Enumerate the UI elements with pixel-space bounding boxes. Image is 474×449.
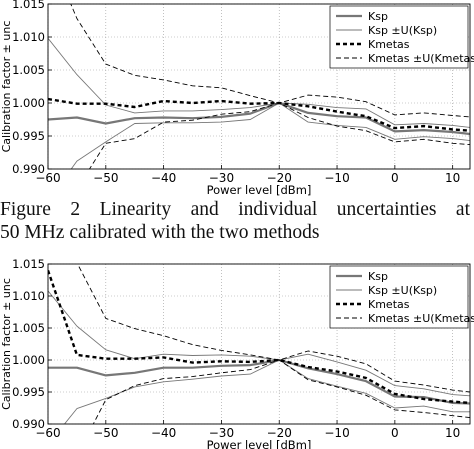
chart2-y-tick-label: 1.005 [12, 321, 45, 335]
chart1-y-tick-label: 1.015 [12, 0, 45, 11]
chart1-x-tick-label: −40 [151, 171, 176, 185]
chart2-y-tick-label: 0.990 [12, 417, 45, 431]
chart1-series-kmetas-u-kmetas-upper [70, 4, 470, 118]
chart1-x-tick-label: −30 [209, 171, 234, 185]
chart2-x-tick-label: 10 [445, 426, 460, 440]
chart2-series-kmetas-u-kmetas-upper [77, 264, 470, 393]
chart1-x-tick-label: 10 [445, 171, 460, 185]
chart2-x-tick-label: −30 [209, 426, 234, 440]
chart1-y-tick-label: 0.990 [12, 162, 45, 176]
chart2-series [48, 264, 470, 424]
chart1-legend-label-ksp: Ksp [368, 10, 388, 23]
caption-line-1: Figure 2 Linearity and individual uncert… [0, 199, 470, 220]
chart2-legend-label-ksp: Ksp [368, 270, 388, 283]
chart1-x-tick-label: −50 [93, 171, 118, 185]
linearity-chart-bottom: −60 −50 −40 −30 −20 −10 0 10 0.990 0.995 1.000 1.00… [0, 257, 474, 449]
chart2-axes-frame [47, 263, 471, 425]
chart1-x-tick-label: −60 [35, 171, 60, 185]
chart2-series-kmetas-u-kmetas-lower [92, 359, 470, 424]
chart1-legend-label-ksp-u-ksp: Ksp ±U(Ksp) [368, 24, 437, 37]
chart2-x-tick-label: −50 [93, 426, 118, 440]
chart1-x-tick-label: −20 [267, 171, 292, 185]
chart1-axes-frame [47, 3, 471, 170]
chart2-x-tick-label: 0 [391, 426, 399, 440]
chart2-x-tick-label: −60 [35, 426, 60, 440]
chart1-x-tick-label: −10 [324, 171, 349, 185]
chart2-y-tick-label: 1.015 [12, 257, 45, 271]
chart1-y-tick-label: 0.995 [12, 129, 45, 143]
chart2-series-ksp-u-ksp-upper [48, 290, 470, 397]
chart2-x-tick-label: −20 [267, 426, 292, 440]
chart2-legend-label-kmetas: Kmetas [368, 298, 410, 311]
chart2-y-tick-label: 1.000 [12, 353, 45, 367]
chart1-y-tick-label: 1.005 [12, 63, 45, 77]
chart1-series-kmetas [48, 97, 470, 132]
chart1-series [48, 4, 470, 169]
chart1-series-ksp [48, 101, 470, 136]
chart2-x-tick-label: −10 [324, 426, 349, 440]
chart1-y-tick-label: 1.000 [12, 96, 45, 110]
chart1-series-ksp-u-ksp-lower [70, 102, 470, 169]
chart2-x-tick-label: −40 [151, 426, 176, 440]
chart1-x-tick-label: 0 [391, 171, 399, 185]
chart2-legend-label-ksp-u-ksp: Ksp ±U(Ksp) [368, 284, 437, 297]
chart2-legend-label-kmetas-u-kmetas: Kmetas ±U(Kmetas) [368, 312, 474, 325]
chart1-x-axis-label: Power level [dBm] [207, 183, 312, 196]
chart1-legend-label-kmetas-u-kmetas: Kmetas ±U(Kmetas) [368, 52, 474, 65]
linearity-chart-top: −60 −50 −40 −30 −20 −10 0 10 0.990 0.995 1.000 1.00… [0, 0, 474, 196]
chart1-y-tick-label: 1.010 [12, 30, 45, 44]
chart2-y-tick-label: 1.010 [12, 289, 45, 303]
chart2-series-kmetas [48, 270, 470, 405]
caption-line-2: 50 MHz calibrated with the two methods [0, 222, 320, 243]
chart2-x-axis-label: Power level [dBm] [207, 438, 312, 449]
chart1-series-ksp-u-ksp-upper [48, 38, 470, 128]
chart1-y-axis-label: Calibration factor ± unc [0, 21, 13, 153]
chart2-series-ksp-u-ksp-lower [63, 359, 470, 424]
figure-caption: Figure 2 Linearity and individual uncert… [0, 198, 470, 244]
chart2-y-tick-label: 0.995 [12, 385, 45, 399]
chart1-legend-label-kmetas: Kmetas [368, 38, 410, 51]
chart2-y-axis-label: Calibration factor ± unc [0, 278, 13, 410]
